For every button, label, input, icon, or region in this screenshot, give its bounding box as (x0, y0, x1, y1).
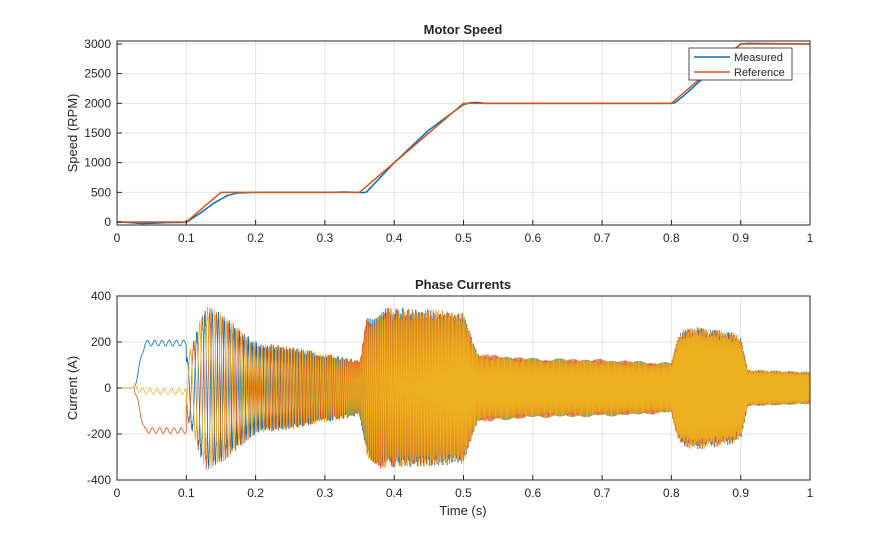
current-x-tick-label: 0.9 (732, 486, 749, 500)
current-x-tick-label: 0.5 (455, 486, 472, 500)
speed-x-tick-label: 0 (114, 231, 121, 245)
current-y-tick-label: 0 (104, 381, 111, 395)
speed-panel: 0 0.1 0.2 0.3 0.4 0.5 0.6 0.7 0.8 0.9 1 0 500 1000 15… (65, 22, 814, 245)
speed-x-tick-label: 0.5 (455, 231, 472, 245)
speed-x-tick-label: 1 (807, 231, 814, 245)
current-y-tick-label: -200 (87, 427, 111, 441)
current-series (116, 306, 811, 470)
current-y-tick-label: 200 (91, 335, 111, 349)
current-chart-title: Phase Currents (415, 277, 511, 292)
current-y-axis-label: Current (A) (65, 356, 80, 420)
speed-x-ticks: 0 0.1 0.2 0.3 0.4 0.5 0.6 0.7 0.8 0.9 1 (114, 220, 814, 245)
speed-y-axis-label: Speed (RPM) (65, 94, 80, 173)
current-panel: 0 0.1 0.2 0.3 0.4 0.5 0.6 0.7 0.8 0.9 1 -400 -200 0 2… (65, 277, 814, 518)
current-x-tick-label: 0.4 (386, 486, 403, 500)
speed-y-ticks: 0 500 1000 1500 2000 2500 3000 (84, 37, 122, 229)
legend-label-reference: Reference (734, 67, 785, 79)
current-x-tick-label: 0.7 (594, 486, 611, 500)
current-x-ticks: 0 0.1 0.2 0.3 0.4 0.5 0.6 0.7 0.8 0.9 1 (114, 475, 814, 500)
current-x-tick-label: 0.3 (317, 486, 334, 500)
speed-y-tick-label: 0 (104, 215, 111, 229)
current-y-tick-label: 400 (91, 289, 111, 303)
speed-x-tick-label: 0.2 (247, 231, 264, 245)
current-y-tick-label: -400 (87, 473, 111, 487)
speed-y-tick-label: 3000 (84, 37, 111, 51)
speed-x-tick-label: 0.7 (594, 231, 611, 245)
legend-box (688, 47, 793, 81)
current-x-tick-label: 0.6 (524, 486, 541, 500)
current-x-tick-label: 0 (114, 486, 121, 500)
speed-x-tick-label: 0.1 (178, 231, 195, 245)
current-x-tick-label: 0.8 (663, 486, 680, 500)
speed-legend: Measured Reference (688, 47, 793, 81)
speed-x-tick-label: 0.9 (732, 231, 749, 245)
speed-x-tick-label: 0.3 (317, 231, 334, 245)
speed-chart-title: Motor Speed (424, 22, 503, 37)
current-series-line-phase-3 (116, 306, 811, 469)
speed-y-tick-label: 2500 (84, 67, 111, 81)
current-x-tick-label: 0.1 (178, 486, 195, 500)
speed-x-tick-label: 0.8 (663, 231, 680, 245)
current-x-axis-label: Time (s) (439, 503, 486, 518)
speed-y-tick-label: 500 (91, 185, 111, 199)
speed-y-tick-label: 2000 (84, 96, 111, 110)
current-y-ticks: -400 -200 0 200 400 (87, 289, 122, 487)
current-x-tick-label: 0.2 (247, 486, 264, 500)
legend-label-measured: Measured (734, 52, 783, 64)
speed-x-tick-label: 0.6 (524, 231, 541, 245)
speed-y-tick-label: 1000 (84, 156, 111, 170)
current-x-tick-label: 1 (807, 486, 814, 500)
speed-x-tick-label: 0.4 (386, 231, 403, 245)
speed-y-tick-label: 1500 (84, 126, 111, 140)
